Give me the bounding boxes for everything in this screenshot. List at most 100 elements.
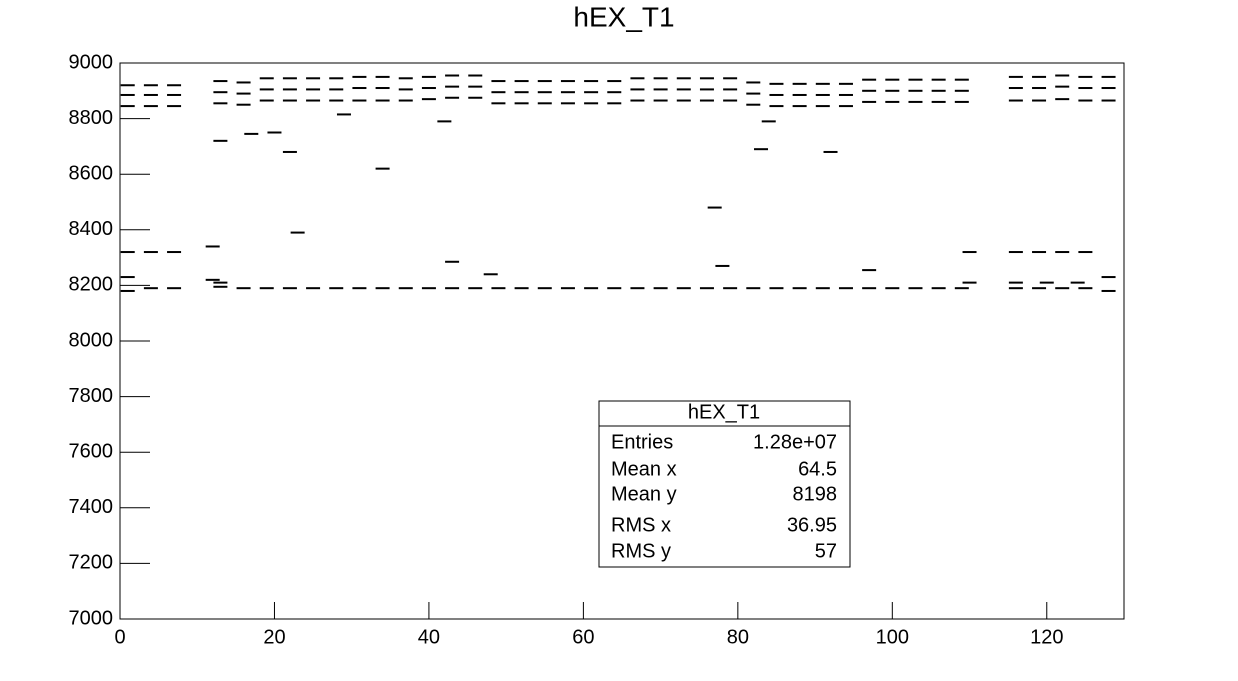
plot-points (120, 74, 1116, 292)
point (514, 102, 529, 105)
x-tick-label: 40 (418, 626, 440, 648)
point (259, 77, 274, 80)
point (560, 287, 575, 290)
point (514, 80, 529, 83)
point (329, 77, 344, 80)
point (375, 75, 390, 78)
point (375, 167, 390, 170)
point (908, 89, 923, 92)
x-tick-label: 0 (114, 626, 125, 648)
point (792, 82, 807, 85)
point (607, 287, 622, 290)
point (1055, 74, 1070, 77)
point (468, 96, 483, 99)
point (213, 102, 228, 105)
x-tick-label: 60 (572, 626, 594, 648)
point (653, 287, 668, 290)
point (862, 269, 877, 272)
point (1008, 87, 1023, 90)
point (560, 102, 575, 105)
point (267, 131, 282, 134)
point (421, 75, 436, 78)
point (329, 99, 344, 102)
point (1101, 99, 1116, 102)
stats-frame (598, 400, 851, 568)
stats-title: hEX_T1 (688, 401, 760, 423)
x-tick-label: 20 (263, 626, 285, 648)
point (213, 91, 228, 94)
point (862, 78, 877, 81)
point (676, 77, 691, 80)
point (143, 251, 158, 254)
point (282, 77, 297, 80)
point (398, 287, 413, 290)
point (1008, 99, 1023, 102)
point (931, 78, 946, 81)
point (143, 93, 158, 96)
point (838, 287, 853, 290)
point (862, 100, 877, 103)
point (468, 74, 483, 77)
point (954, 89, 969, 92)
point (445, 74, 460, 77)
point (815, 93, 830, 96)
point (445, 287, 460, 290)
point (282, 88, 297, 91)
point (282, 99, 297, 102)
point (167, 84, 182, 87)
point (213, 80, 228, 83)
point (630, 88, 645, 91)
point (746, 287, 761, 290)
point (862, 287, 877, 290)
stats-box: hEX_T1 Entries 1.28e+07 Mean x 64.5 Mean y 81… (598, 400, 851, 568)
point (236, 103, 251, 106)
point (329, 88, 344, 91)
point (815, 82, 830, 85)
point (375, 87, 390, 90)
point (723, 77, 738, 80)
point (143, 105, 158, 108)
point (584, 102, 599, 105)
y-tick-label: 9000 (69, 51, 114, 73)
point (746, 103, 761, 106)
point (236, 81, 251, 84)
point (259, 99, 274, 102)
point (143, 287, 158, 290)
stats-value: 8198 (793, 483, 838, 505)
y-tick-label: 7800 (69, 385, 114, 407)
point (352, 75, 367, 78)
stats-label: Mean y (611, 483, 677, 505)
point (699, 88, 714, 91)
point (167, 105, 182, 108)
point (823, 150, 838, 153)
point (838, 82, 853, 85)
point (213, 281, 228, 284)
point (607, 80, 622, 83)
point (514, 287, 529, 290)
point (213, 139, 228, 142)
point (838, 93, 853, 96)
stats-label: RMS y (611, 540, 671, 562)
point (769, 93, 784, 96)
point (375, 99, 390, 102)
point (1101, 289, 1116, 292)
point (537, 287, 552, 290)
point (630, 99, 645, 102)
y-tick-label: 8800 (69, 107, 114, 129)
point (236, 287, 251, 290)
point (290, 231, 305, 234)
point (885, 100, 900, 103)
point (120, 93, 135, 96)
point (282, 287, 297, 290)
point (514, 91, 529, 94)
point (491, 287, 506, 290)
x-tick-label: 120 (1030, 626, 1063, 648)
point (537, 91, 552, 94)
point (676, 99, 691, 102)
point (908, 100, 923, 103)
point (421, 98, 436, 101)
point (1055, 85, 1070, 88)
x-tick-label: 100 (876, 626, 909, 648)
point (483, 273, 498, 276)
